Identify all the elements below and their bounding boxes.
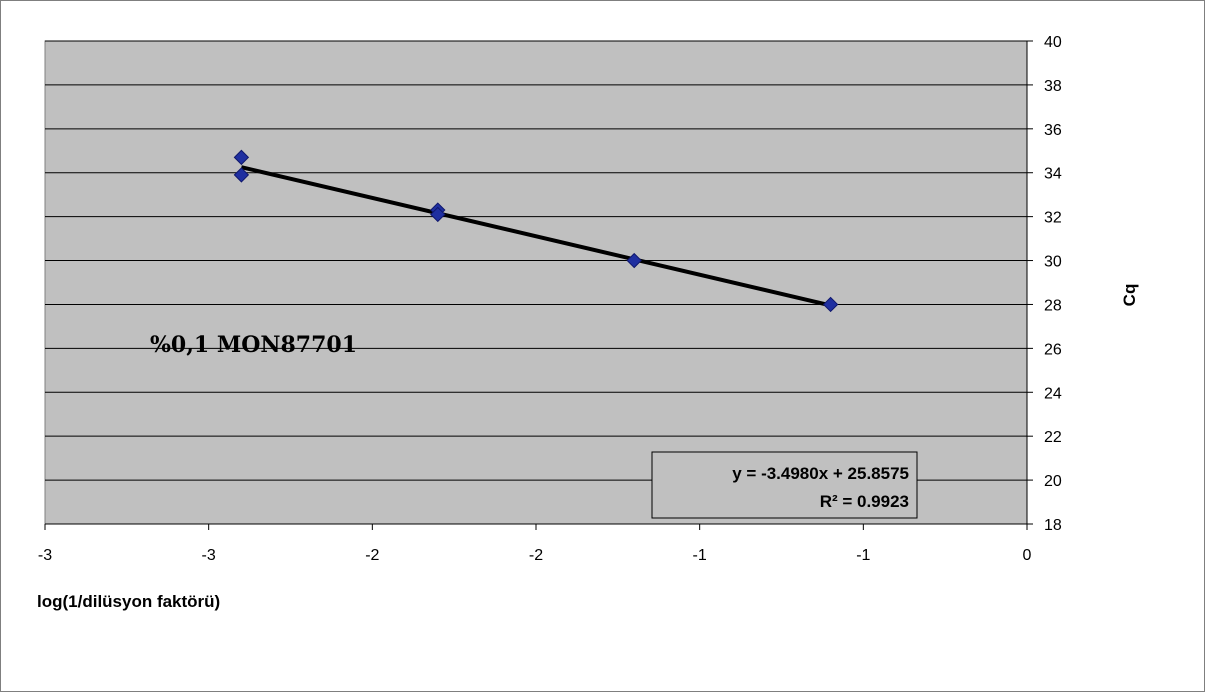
x-tick-label: -1 bbox=[693, 547, 707, 564]
y-tick-label: 28 bbox=[1044, 297, 1062, 314]
y-tick-label: 34 bbox=[1044, 166, 1062, 183]
y-tick-label: 18 bbox=[1044, 517, 1062, 534]
gridlines bbox=[45, 40, 1027, 481]
data-point bbox=[233, 149, 250, 166]
plot-area bbox=[44, 40, 1028, 525]
x-tick-label: -3 bbox=[202, 547, 216, 564]
y-tick-label: 24 bbox=[1044, 385, 1062, 402]
y-tick-label: 40 bbox=[1044, 34, 1062, 51]
r-squared-text: R² = 0.9923 bbox=[820, 492, 909, 511]
y-tick-label: 32 bbox=[1044, 210, 1062, 227]
y-axis-title: Cq bbox=[1120, 284, 1139, 307]
y-tick-label: 22 bbox=[1044, 429, 1062, 446]
data-point bbox=[233, 167, 250, 183]
equation-text: y = -3.4980x + 25.8575 bbox=[732, 464, 909, 483]
y-axis-ticks: 18 20 22 24 26 28 30 32 34 36 38 40 bbox=[1027, 34, 1062, 534]
data-point bbox=[626, 252, 642, 269]
x-axis-title: log(1/dilüsyon faktörü) bbox=[37, 592, 220, 611]
x-axis-ticks: -3 -3 -2 -2 -1 -1 0 bbox=[38, 524, 1032, 564]
y-tick-label: 38 bbox=[1044, 78, 1062, 95]
data-point bbox=[430, 206, 446, 223]
y-tick-label: 26 bbox=[1044, 341, 1062, 358]
x-tick-label: 0 bbox=[1023, 547, 1032, 564]
y-tick-label: 30 bbox=[1044, 254, 1062, 271]
equation-box bbox=[651, 451, 918, 519]
x-tick-label: -3 bbox=[38, 547, 52, 564]
trendline bbox=[240, 165, 832, 308]
y-tick-label: 20 bbox=[1044, 473, 1062, 490]
x-tick-label: -2 bbox=[529, 547, 543, 564]
y-tick-label: 36 bbox=[1044, 122, 1062, 139]
data-point bbox=[822, 296, 839, 313]
x-tick-label: -1 bbox=[856, 547, 870, 564]
x-tick-label: -2 bbox=[365, 547, 379, 564]
series-annotation: %0,1 MON87701 bbox=[150, 332, 357, 358]
data-points bbox=[233, 149, 839, 313]
